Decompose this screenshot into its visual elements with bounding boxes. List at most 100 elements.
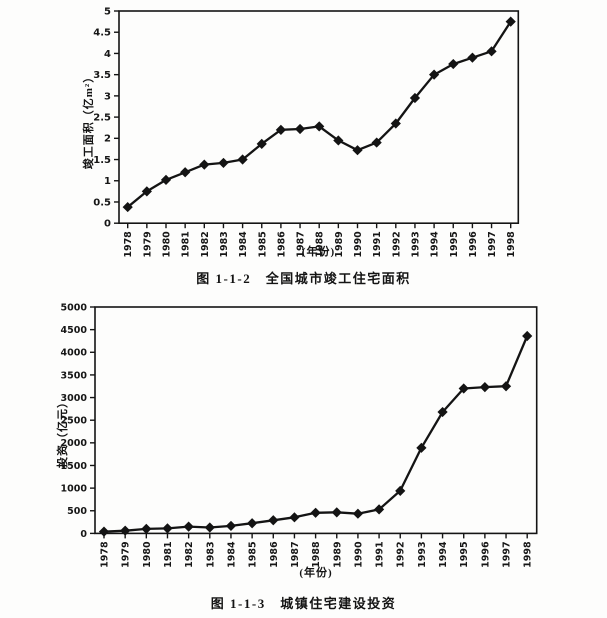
data-point xyxy=(352,145,363,156)
data-line xyxy=(126,20,512,209)
data-point xyxy=(122,201,133,213)
plot-border xyxy=(94,306,538,535)
data-point xyxy=(141,523,152,534)
data-point xyxy=(331,507,342,518)
x-tick-label: 1994 xyxy=(438,541,449,568)
y-tick-label: 5000 xyxy=(61,302,88,313)
data-line xyxy=(102,334,529,533)
x-tick-label: 1984 xyxy=(238,231,249,258)
data-point xyxy=(373,504,385,515)
x-tick-label: 1992 xyxy=(391,231,402,257)
x-tick-label: 1989 xyxy=(334,231,345,257)
data-point xyxy=(289,512,300,523)
data-point xyxy=(218,157,229,169)
y-tick-label: 1 xyxy=(104,176,111,187)
y-tick-label: 2500 xyxy=(61,416,88,427)
x-tick-label: 1985 xyxy=(257,231,268,257)
x-tick-label: 1982 xyxy=(184,541,195,567)
x-tick-label: 1981 xyxy=(181,231,192,257)
x-tick-label: 1994 xyxy=(430,231,441,258)
y-tick-label: 3.5 xyxy=(93,70,111,81)
x-tick-label: 1980 xyxy=(162,231,173,258)
x-tick-label: 1988 xyxy=(311,541,322,568)
data-point xyxy=(268,515,279,526)
data-point xyxy=(294,123,306,135)
x-tick-label: 1998 xyxy=(523,541,534,568)
x-tick-label: 1982 xyxy=(200,231,211,257)
data-point xyxy=(395,485,406,496)
x-tick-label: 1996 xyxy=(468,231,479,258)
y-tick-label: 1.5 xyxy=(93,155,111,166)
x-tick-label: 1992 xyxy=(396,541,407,567)
data-point xyxy=(416,442,427,453)
x-tick-label: 1979 xyxy=(121,541,132,567)
x-tick-label: 1995 xyxy=(449,231,460,257)
data-point xyxy=(237,154,248,165)
y-tick-label: 0 xyxy=(80,529,87,540)
figure-caption-1-1-3: 图 1-1-3 城镇住宅建设投资 xyxy=(210,596,397,611)
x-tick-label: 1997 xyxy=(502,541,513,567)
y-axis-title-completed-area: 竣工面积（亿m²） xyxy=(83,70,95,170)
data-point xyxy=(390,118,401,129)
data-point xyxy=(225,520,237,532)
data-point xyxy=(256,138,267,149)
y-axis-title-investment: 投资（亿元） xyxy=(57,396,69,468)
x-tick-label: 1998 xyxy=(506,231,517,258)
y-tick-label: 4.5 xyxy=(93,28,111,39)
x-tick-label: 1993 xyxy=(410,231,421,257)
x-tick-label: 1986 xyxy=(276,231,287,258)
data-point xyxy=(333,135,344,146)
data-point xyxy=(371,137,382,148)
data-point xyxy=(160,174,172,186)
data-point xyxy=(467,52,478,63)
y-tick-label: 3 xyxy=(104,91,111,102)
x-tick-label: 1990 xyxy=(353,231,364,258)
x-tick-label: 1993 xyxy=(417,541,428,567)
y-tick-label: 1000 xyxy=(61,484,88,495)
x-tick-label: 1981 xyxy=(163,541,174,567)
y-tick-label: 3500 xyxy=(61,370,88,381)
x-axis-title-year-top: (年份) xyxy=(301,246,336,258)
data-point xyxy=(428,69,440,80)
x-tick-label: 1978 xyxy=(123,231,134,258)
x-axis-title-year-bottom: (年份) xyxy=(299,567,333,579)
data-point xyxy=(448,58,459,70)
data-point xyxy=(183,521,194,532)
data-point xyxy=(204,522,215,533)
x-tick-label: 1984 xyxy=(226,541,237,568)
x-tick-label: 1996 xyxy=(480,541,491,568)
plot-border xyxy=(118,10,520,224)
y-tick-label: 4000 xyxy=(61,348,88,359)
y-tick-label: 2.5 xyxy=(93,113,111,124)
x-tick-label: 1983 xyxy=(205,541,216,567)
data-point xyxy=(247,518,258,529)
data-point xyxy=(275,124,287,135)
x-tick-label: 1997 xyxy=(487,231,498,257)
y-tick-label: 3000 xyxy=(61,393,88,404)
y-tick-label: 500 xyxy=(67,506,87,517)
x-tick-label: 1988 xyxy=(315,231,326,258)
data-point xyxy=(120,525,131,536)
x-tick-label: 1978 xyxy=(100,541,111,568)
y-tick-label: 5 xyxy=(104,6,111,17)
data-point xyxy=(162,523,173,534)
x-tick-label: 1987 xyxy=(290,541,301,567)
data-point xyxy=(505,16,516,27)
x-tick-label: 1985 xyxy=(248,541,259,567)
data-point xyxy=(458,383,469,394)
figure-caption-1-1-2: 图 1-1-2 全国城市竣工住宅面积 xyxy=(196,271,411,286)
x-tick-label: 1990 xyxy=(353,541,364,568)
x-tick-label: 1983 xyxy=(219,231,230,257)
y-tick-label: 0.5 xyxy=(93,197,111,208)
y-tick-label: 0 xyxy=(104,219,111,230)
y-tick-label: 2000 xyxy=(61,438,88,449)
y-tick-label: 2 xyxy=(104,134,111,145)
x-tick-label: 1991 xyxy=(372,231,383,257)
data-point xyxy=(314,121,325,132)
y-tick-label: 4500 xyxy=(61,325,88,336)
y-tick-label: 4 xyxy=(104,49,111,60)
x-tick-label: 1979 xyxy=(142,231,153,257)
investment-line-chart: 0 500 1000 1500 2000 2500 3000 3500 4000 4500 5000… xyxy=(61,302,538,568)
x-tick-label: 1989 xyxy=(332,541,343,567)
x-tick-label: 1986 xyxy=(269,541,280,568)
